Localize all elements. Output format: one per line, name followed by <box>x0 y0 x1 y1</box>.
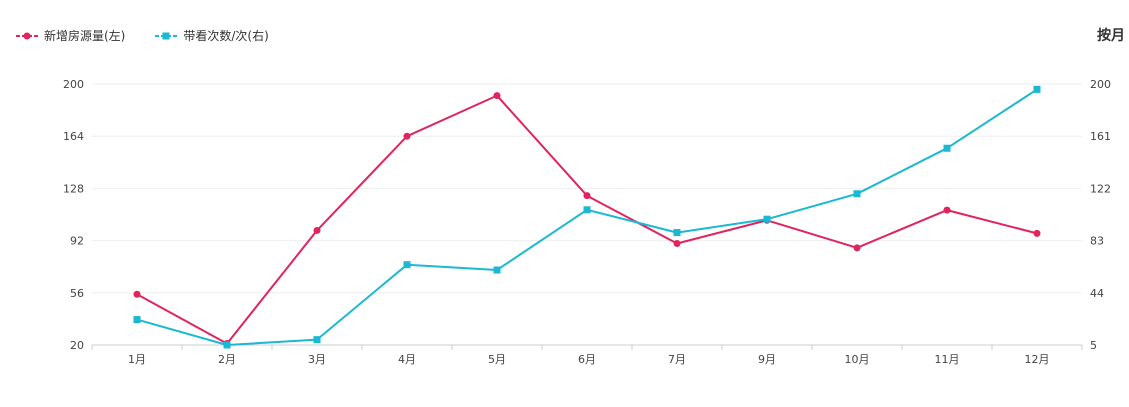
data-point-circle <box>403 132 411 140</box>
x-tick-label: 5月 <box>488 353 506 366</box>
data-point-circle <box>493 92 501 100</box>
x-tick-label: 4月 <box>398 353 416 366</box>
data-point-square <box>583 206 591 214</box>
data-point-square <box>133 316 141 324</box>
data-point-square <box>943 144 951 152</box>
y-left-tick-label: 20 <box>70 339 84 352</box>
x-tick-label: 12月 <box>1025 353 1050 366</box>
y-left-tick-label: 92 <box>70 235 84 248</box>
data-point-circle <box>1033 229 1041 237</box>
data-point-square <box>1033 85 1041 93</box>
x-tick-label: 3月 <box>308 353 326 366</box>
y-left-tick-label: 56 <box>70 287 84 300</box>
y-left-tick-label: 128 <box>63 182 84 195</box>
legend-item-new-listings[interactable]: 新增房源量(左) <box>16 27 125 44</box>
data-point-circle <box>673 240 681 247</box>
y-right-tick-label: 161 <box>1090 130 1111 143</box>
x-tick-label: 2月 <box>218 353 236 366</box>
y-right-tick-label: 122 <box>1090 182 1111 195</box>
y-right-tick-label: 200 <box>1090 78 1111 91</box>
y-left-tick-label: 164 <box>63 130 84 143</box>
data-point-square <box>403 261 411 269</box>
data-point-square <box>313 336 321 344</box>
data-point-square <box>673 229 681 237</box>
legend-square-marker-icon <box>155 32 178 39</box>
x-tick-label: 6月 <box>578 353 596 366</box>
x-tick-label: 1月 <box>128 353 146 366</box>
data-point-circle <box>583 192 591 200</box>
legend-label-viewings: 带看次数/次(右) <box>183 29 269 43</box>
data-point-circle <box>943 206 951 214</box>
data-point-circle <box>313 226 321 234</box>
legend-label-new-listings: 新增房源量(左) <box>44 29 126 43</box>
x-tick-label: 11月 <box>935 353 960 366</box>
legend-item-viewings[interactable]: 带看次数/次(右) <box>155 27 269 44</box>
series-line-1 <box>136 88 1038 346</box>
data-point-circle <box>853 244 861 252</box>
data-point-square <box>763 215 771 223</box>
data-point-circle <box>133 290 141 298</box>
x-tick-label: 9月 <box>758 353 776 366</box>
data-point-square <box>853 190 861 198</box>
y-right-tick-label: 83 <box>1090 235 1104 248</box>
data-point-square <box>493 266 501 274</box>
x-tick-label: 7月 <box>668 353 686 366</box>
y-left-tick-label: 200 <box>63 78 84 91</box>
y-right-tick-label: 44 <box>1090 287 1104 300</box>
period-label: 按月 <box>1097 28 1125 44</box>
series-line-0 <box>136 94 1038 345</box>
x-tick-label: 10月 <box>845 353 870 366</box>
legend: 新增房源量(左) 带看次数/次(右) <box>16 27 269 44</box>
data-point-square <box>223 341 231 349</box>
y-right-tick-label: 5 <box>1090 339 1097 352</box>
legend-circle-marker-icon <box>16 32 38 39</box>
